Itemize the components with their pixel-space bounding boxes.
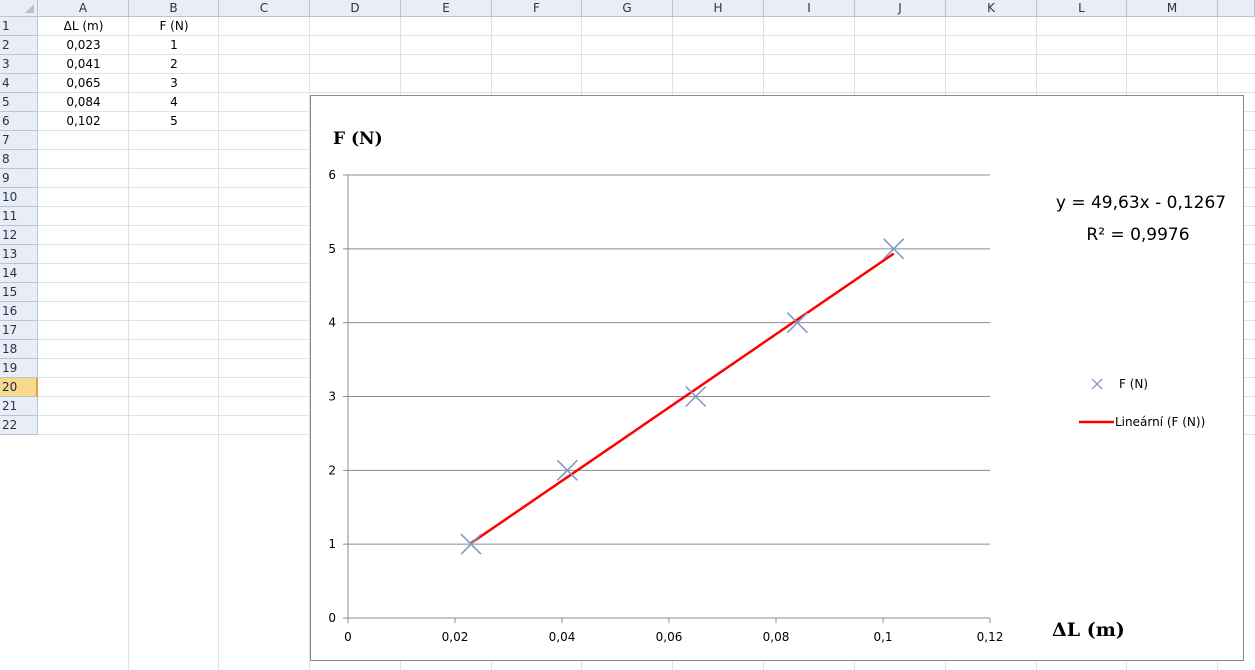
x-tick-label: 0,04 xyxy=(549,630,576,644)
column-header-h[interactable]: H xyxy=(673,0,764,17)
column-gridline xyxy=(218,17,219,670)
x-tick-label: 0,02 xyxy=(442,630,469,644)
data-point[interactable] xyxy=(883,238,905,260)
cell-b3[interactable]: 2 xyxy=(170,57,178,71)
row-header-12[interactable]: 12 xyxy=(0,226,38,245)
row-header-7[interactable]: 7 xyxy=(0,131,38,150)
column-header-m[interactable]: M xyxy=(1127,0,1218,17)
y-axis-title: F (N) xyxy=(333,129,383,149)
x-tick-label: 0,08 xyxy=(763,630,790,644)
column-header-f[interactable]: F xyxy=(492,0,582,17)
trendline-equation: y = 49,63x - 0,1267 xyxy=(1056,193,1226,213)
r-squared: R² = 0,9976 xyxy=(1086,225,1189,245)
row-header-6[interactable]: 6 xyxy=(0,112,38,131)
row-header-8[interactable]: 8 xyxy=(0,150,38,169)
legend-label-trendline: Lineární (F (N)) xyxy=(1115,415,1205,429)
column-header-filler xyxy=(1218,0,1255,17)
legend-marker-icon xyxy=(1091,378,1103,390)
row-header-9[interactable]: 9 xyxy=(0,169,38,188)
y-tick-label: 2 xyxy=(328,463,336,477)
row-header-16[interactable]: 16 xyxy=(0,302,38,321)
column-header-c[interactable]: C xyxy=(219,0,310,17)
column-header-j[interactable]: J xyxy=(855,0,946,17)
y-tick-label: 6 xyxy=(328,168,336,182)
column-header-b[interactable]: B xyxy=(129,0,219,17)
data-point[interactable] xyxy=(786,312,808,334)
x-tick-label: 0 xyxy=(344,630,352,644)
cell-b4[interactable]: 3 xyxy=(170,76,178,90)
cell-b5[interactable]: 4 xyxy=(170,95,178,109)
row-gridline xyxy=(38,92,1255,93)
cell-b6[interactable]: 5 xyxy=(170,114,178,128)
cell-b2[interactable]: 1 xyxy=(170,38,178,52)
y-tick-label: 3 xyxy=(328,390,336,404)
row-header-11[interactable]: 11 xyxy=(0,207,38,226)
y-tick-label: 0 xyxy=(328,611,336,625)
data-point[interactable] xyxy=(685,385,707,408)
trendline xyxy=(470,252,895,545)
column-header-e[interactable]: E xyxy=(401,0,492,17)
y-tick-label: 5 xyxy=(328,242,336,256)
row-header-15[interactable]: 15 xyxy=(0,283,38,302)
cell-b1[interactable]: F (N) xyxy=(159,19,189,33)
column-header-i[interactable]: I xyxy=(764,0,855,17)
row-header-4[interactable]: 4 xyxy=(0,74,38,93)
data-point[interactable] xyxy=(556,459,578,481)
cell-a6[interactable]: 0,102 xyxy=(66,114,101,128)
row-header-19[interactable]: 19 xyxy=(0,359,38,378)
row-gridline xyxy=(38,73,1255,74)
data-point[interactable] xyxy=(460,533,482,555)
row-header-1[interactable]: 1 xyxy=(0,17,38,36)
y-tick-label: 4 xyxy=(328,316,336,330)
row-header-5[interactable]: 5 xyxy=(0,93,38,112)
column-header-a[interactable]: A xyxy=(38,0,129,17)
cell-a2[interactable]: 0,023 xyxy=(66,38,101,52)
row-header-13[interactable]: 13 xyxy=(0,245,38,264)
x-tick-label: 0,06 xyxy=(656,630,683,644)
column-gridline xyxy=(128,17,129,670)
cell-a3[interactable]: 0,041 xyxy=(66,57,101,71)
cell-a5[interactable]: 0,084 xyxy=(66,95,101,109)
row-header-22[interactable]: 22 xyxy=(0,416,38,435)
column-header-l[interactable]: L xyxy=(1037,0,1127,17)
row-header-20[interactable]: 20 xyxy=(0,378,38,397)
select-all-corner[interactable] xyxy=(0,0,38,17)
row-gridline xyxy=(38,35,1255,36)
row-gridline xyxy=(38,54,1255,55)
row-header-3[interactable]: 3 xyxy=(0,55,38,74)
cell-a4[interactable]: 0,065 xyxy=(66,76,101,90)
x-tick-label: 0,12 xyxy=(977,630,1004,644)
row-header-10[interactable]: 10 xyxy=(0,188,38,207)
column-header-g[interactable]: G xyxy=(582,0,673,17)
x-tick-label: 0,1 xyxy=(873,630,892,644)
row-header-18[interactable]: 18 xyxy=(0,340,38,359)
row-header-21[interactable]: 21 xyxy=(0,397,38,416)
x-axis-title: ΔL (m) xyxy=(1052,619,1125,641)
chart-canvas: 0 1 2 3 4 5 6 0 0,02 0,04 0,06 0,08 0,1 0,12 F (N) ΔL (… xyxy=(328,129,1226,644)
column-header-d[interactable]: D xyxy=(310,0,401,17)
column-header-k[interactable]: K xyxy=(946,0,1037,17)
row-header-14[interactable]: 14 xyxy=(0,264,38,283)
cell-a1[interactable]: ΔL (m) xyxy=(63,19,104,33)
row-header-2[interactable]: 2 xyxy=(0,36,38,55)
scatter-chart[interactable]: 0 1 2 3 4 5 6 0 0,02 0,04 0,06 0,08 0,1 0,12 F (N) ΔL (… xyxy=(310,95,1244,661)
column-gridline xyxy=(309,17,310,670)
row-header-17[interactable]: 17 xyxy=(0,321,38,340)
y-tick-label: 1 xyxy=(328,537,336,551)
legend-label-series: F (N) xyxy=(1119,377,1148,391)
